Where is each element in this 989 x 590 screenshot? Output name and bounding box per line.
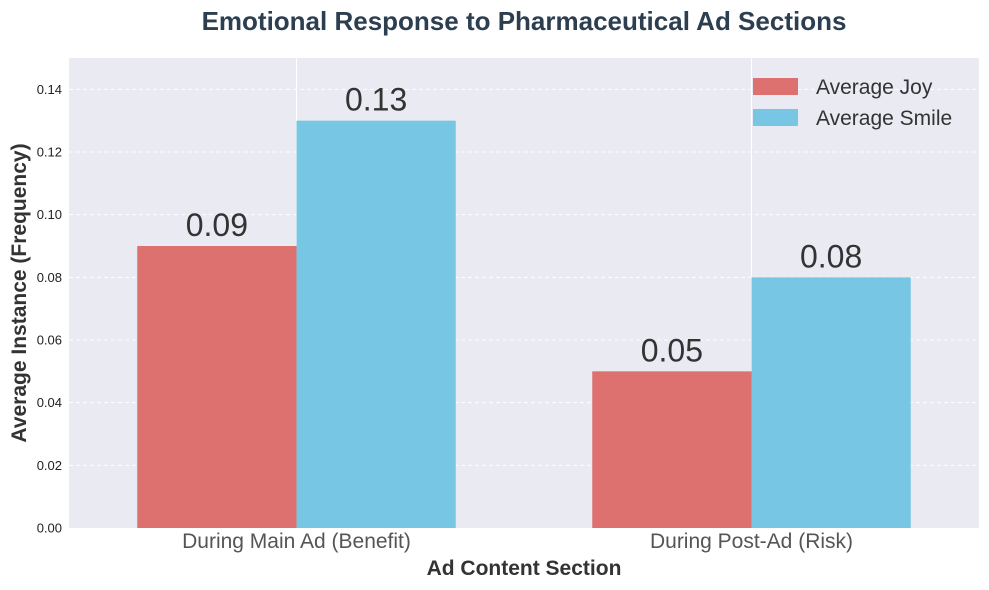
y-tick-label: 0.10: [37, 207, 62, 222]
y-tick-label: 0.02: [37, 458, 62, 473]
x-axis-label: Ad Content Section: [427, 557, 622, 580]
x-axis-ticks: During Main Ad (Benefit) During Post-Ad (…: [182, 530, 853, 553]
bar-average-joy: [137, 246, 297, 528]
bar-average-smile: [751, 277, 911, 528]
data-label: 0.08: [800, 238, 862, 274]
chart-title: Emotional Response to Pharmaceutical Ad …: [202, 6, 847, 36]
legend-swatch: [753, 78, 798, 95]
x-tick-label: During Main Ad (Benefit): [182, 530, 411, 553]
data-label: 0.09: [186, 207, 248, 243]
y-tick-label: 0.04: [37, 395, 62, 410]
y-tick-label: 0.06: [37, 333, 62, 348]
y-tick-label: 0.12: [37, 145, 62, 160]
y-tick-label: 0.00: [37, 521, 62, 536]
bar-average-smile: [296, 120, 456, 529]
legend-label: Average Joy: [816, 76, 933, 99]
legend-swatch: [753, 109, 798, 126]
x-tick-label: During Post-Ad (Risk): [650, 530, 853, 553]
y-tick-label: 0.14: [37, 82, 62, 97]
legend-label: Average Smile: [816, 107, 952, 130]
bar-average-joy: [592, 371, 752, 528]
y-axis-label: Average Instance (Frequency): [8, 143, 31, 442]
data-label: 0.05: [641, 332, 703, 368]
data-label: 0.13: [345, 82, 407, 118]
data-labels: 0.09 0.05 0.13 0.08: [186, 82, 863, 369]
bars: [137, 120, 911, 529]
y-axis-ticks: 0.00 0.02 0.04 0.06 0.08 0.10 0.12 0.14: [37, 82, 62, 536]
y-tick-label: 0.08: [37, 270, 62, 285]
legend: Average Joy Average Smile: [753, 76, 952, 130]
